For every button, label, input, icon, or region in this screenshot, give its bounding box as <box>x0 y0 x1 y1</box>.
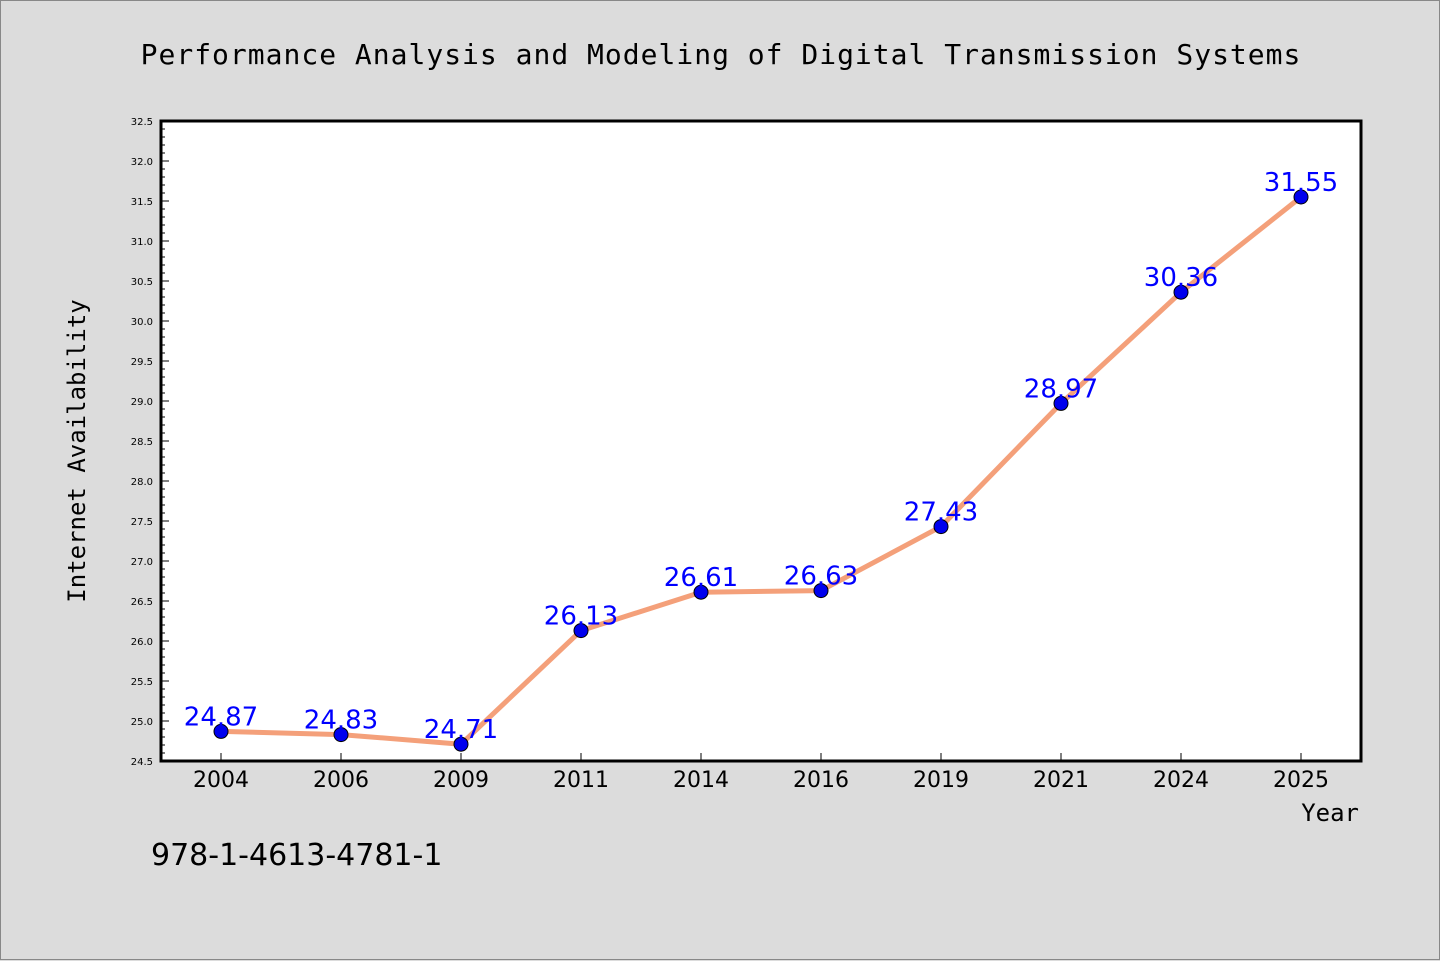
data-labels: 24.87 24.83 24.71 26.13 26.61 26.63 27.43 28.97… <box>184 168 1338 745</box>
isbn-text: 978-1-4613-4781-1 <box>151 838 442 873</box>
y-tick-label: 25.5 <box>131 677 153 688</box>
y-tick-label: 28.5 <box>131 437 153 448</box>
data-label: 24.83 <box>304 706 378 736</box>
data-markers <box>213 189 1309 752</box>
y-tick-label: 26.0 <box>131 637 153 648</box>
data-point <box>693 584 709 600</box>
data-point <box>933 519 949 535</box>
x-tick-label: 2016 <box>793 768 849 793</box>
data-label: 24.71 <box>424 715 498 745</box>
data-point <box>1173 284 1189 300</box>
y-tick-label: 29.5 <box>131 357 153 368</box>
y-axis-label: Internet Availability <box>63 299 91 602</box>
data-point <box>333 727 349 743</box>
x-tick-label: 2019 <box>913 768 969 793</box>
y-tick-label: 31.5 <box>131 197 153 208</box>
data-point <box>213 723 229 739</box>
data-point <box>813 583 829 599</box>
y-tick-label: 24.5 <box>131 757 153 768</box>
x-tick-label: 2014 <box>673 768 729 793</box>
x-tick-label: 2006 <box>313 768 369 793</box>
data-point <box>1293 189 1309 205</box>
y-tick-label: 32.0 <box>131 157 153 168</box>
data-point <box>453 736 469 752</box>
x-axis-label: Year <box>1301 799 1359 827</box>
chart-title: Performance Analysis and Modeling of Dig… <box>141 38 1302 71</box>
data-label: 28.97 <box>1024 374 1098 404</box>
x-tick-label: 2024 <box>1153 768 1209 793</box>
y-axis-ticks: 24.5 25.0 25.5 26.0 26.5 27.0 27.5 28.0 28.5 29.0… <box>131 117 169 768</box>
data-label: 26.13 <box>544 602 618 632</box>
data-label: 26.61 <box>664 563 738 593</box>
data-label: 24.87 <box>184 702 258 732</box>
y-tick-label: 30.5 <box>131 277 153 288</box>
data-point <box>573 623 589 639</box>
data-label: 30.36 <box>1144 263 1218 293</box>
y-tick-label: 30.0 <box>131 317 153 328</box>
x-tick-label: 2009 <box>433 768 489 793</box>
data-label: 26.63 <box>784 562 858 592</box>
data-label: 27.43 <box>904 498 978 528</box>
x-tick-label: 2025 <box>1273 768 1329 793</box>
plot-area <box>159 119 1363 763</box>
series-line <box>220 195 1303 747</box>
y-tick-label: 27.0 <box>131 557 153 568</box>
y-tick-label: 27.5 <box>131 517 153 528</box>
x-tick-label: 2021 <box>1033 768 1089 793</box>
y-tick-label: 28.0 <box>131 477 153 488</box>
data-label: 31.55 <box>1264 168 1338 198</box>
y-tick-label: 25.0 <box>131 717 153 728</box>
y-tick-label: 31.0 <box>131 237 153 248</box>
x-tick-label: 2011 <box>553 768 609 793</box>
y-tick-label: 32.5 <box>131 117 153 128</box>
y-tick-label: 29.0 <box>131 397 153 408</box>
x-tick-label: 2004 <box>193 768 249 793</box>
data-point <box>1053 395 1069 411</box>
y-tick-label: 26.5 <box>131 597 153 608</box>
x-axis-ticks: 2004 2006 2009 2011 2014 2016 2019 2021 2024 2025 <box>193 753 1329 793</box>
